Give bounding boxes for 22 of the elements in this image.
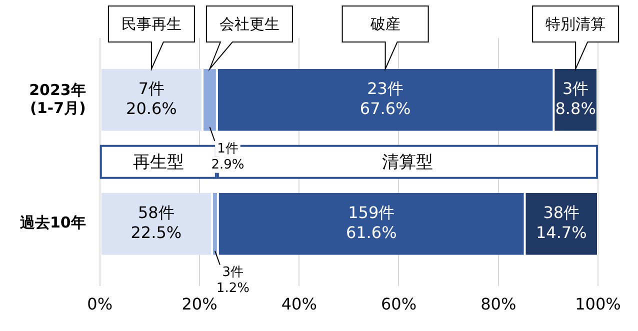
x-tick-label: 40% bbox=[281, 294, 317, 314]
text: 特別清算 bbox=[546, 14, 606, 33]
x-tick-label: 60% bbox=[380, 294, 417, 314]
x-tick-label: 80% bbox=[480, 294, 516, 314]
text: 会社更生 bbox=[219, 14, 280, 33]
data-label: 38件 14.7% bbox=[536, 203, 587, 242]
x-tick-label: 100% bbox=[575, 294, 621, 314]
text: 破産 bbox=[369, 14, 400, 33]
data-label: 7件 20.6% bbox=[126, 79, 177, 118]
band-label: 清算型 bbox=[382, 152, 433, 172]
x-tick-label: 0% bbox=[87, 294, 113, 314]
y-tick-label: 2023年 (1-7月) bbox=[29, 80, 86, 117]
data-label: 3件 8.8% bbox=[555, 79, 596, 118]
data-label: 1件 2.9% bbox=[211, 141, 244, 172]
data-label: 159件 61.6% bbox=[346, 203, 397, 242]
data-label: 23件 67.6% bbox=[360, 79, 411, 118]
y-tick-label: 過去10年 bbox=[19, 214, 86, 232]
text: 民事再生 bbox=[121, 14, 182, 33]
data-label: 3件 1.2% bbox=[216, 265, 250, 296]
data-label: 58件 22.5% bbox=[130, 203, 182, 242]
band-label: 再生型 bbox=[132, 152, 184, 172]
x-tick-label: 20% bbox=[182, 294, 218, 314]
